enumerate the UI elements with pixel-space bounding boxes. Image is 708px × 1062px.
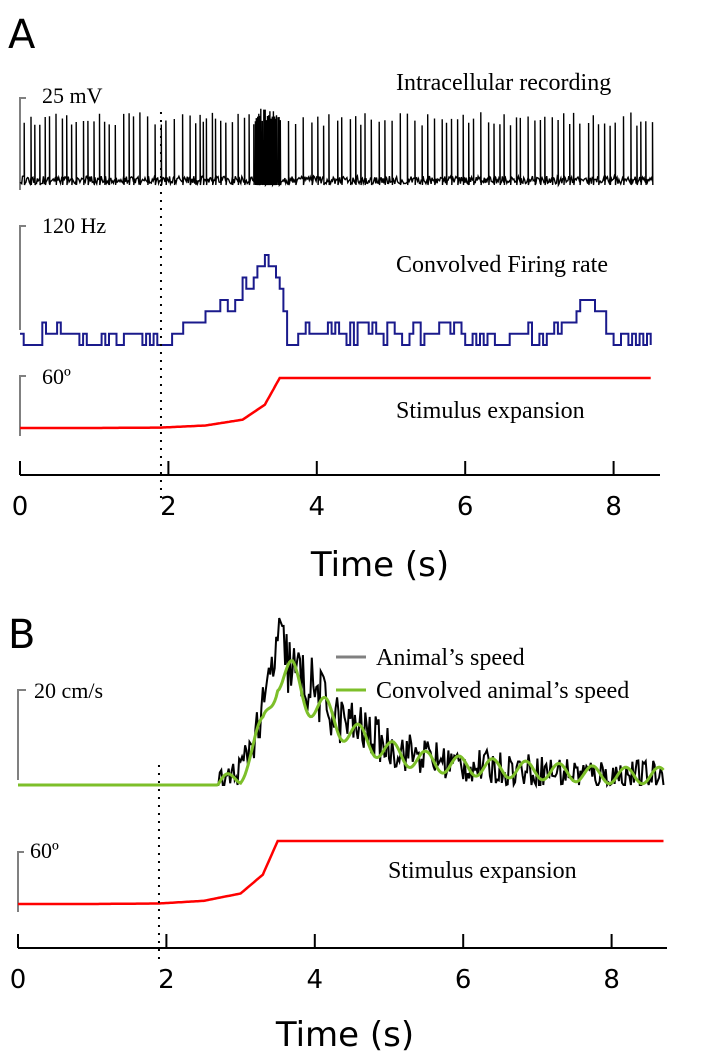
firing-rate-trace — [20, 254, 652, 346]
scalebar-angle-b — [17, 851, 24, 912]
stimulus-trace-a — [20, 376, 651, 430]
scalebar-rate — [19, 225, 26, 330]
label-stimulus-a: Stimulus expansion — [396, 398, 585, 424]
x-tick-label: 6 — [457, 492, 474, 522]
x-axis-title-a: Time (s) — [310, 545, 449, 585]
x-axis-title-b: Time (s) — [275, 1015, 414, 1055]
panel-a-letter: A — [8, 12, 36, 58]
x-tick-label: 0 — [10, 965, 27, 995]
scalebar-angle-a — [19, 375, 26, 436]
scalebar-angle-a-label: 60º — [42, 364, 71, 389]
x-ticks-a: 0 2 4 6 8 — [12, 461, 622, 522]
scalebar-speed-label: 20 cm/s — [34, 678, 103, 703]
convolved-speed-trace — [18, 659, 665, 787]
panel-b-letter: B — [8, 612, 35, 658]
legend-label-convolved-speed: Convolved animal’s speed — [376, 678, 629, 704]
x-ticks-b: 0 2 4 6 8 — [10, 934, 620, 995]
x-tick-label: 4 — [307, 965, 324, 995]
legend-label-speed: Animal’s speed — [376, 645, 525, 671]
scalebar-voltage-label: 25 mV — [42, 83, 103, 108]
scalebar-rate-label: 120 Hz — [42, 213, 106, 238]
x-tick-label: 8 — [603, 965, 620, 995]
scalebar-angle-b-label: 60º — [30, 838, 59, 863]
intracellular-trace — [19, 108, 654, 188]
label-stimulus-b: Stimulus expansion — [388, 858, 577, 884]
intracellular-spikes — [19, 108, 654, 188]
x-tick-label: 6 — [455, 965, 472, 995]
label-intracellular: Intracellular recording — [396, 70, 611, 96]
label-firing-rate: Convolved Firing rate — [396, 252, 608, 278]
scalebar-voltage — [19, 97, 26, 190]
x-tick-label: 8 — [605, 492, 622, 522]
stimulus-trace-b — [18, 839, 664, 906]
x-tick-label: 4 — [309, 492, 326, 522]
scalebar-speed — [17, 689, 26, 780]
x-tick-label: 0 — [12, 492, 29, 522]
x-tick-label: 2 — [158, 965, 175, 995]
x-tick-label: 2 — [160, 492, 177, 522]
